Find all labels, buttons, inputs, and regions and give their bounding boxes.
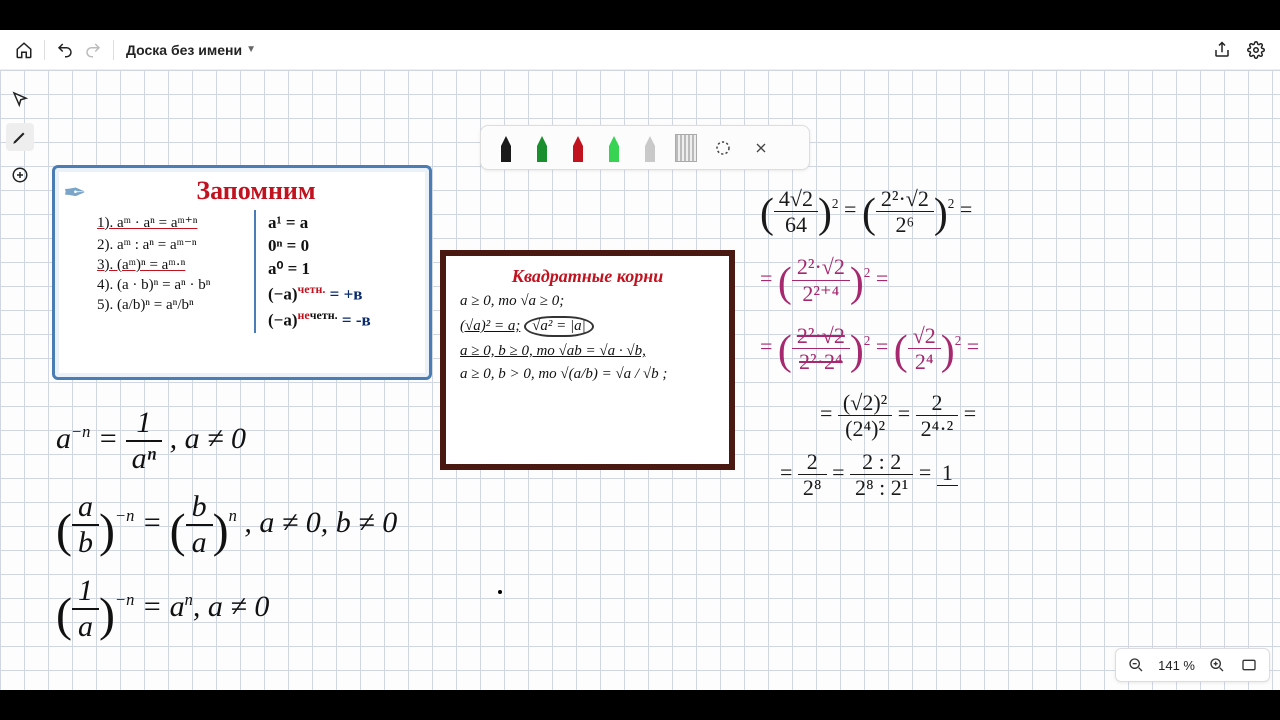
pen-highlighter[interactable] (603, 132, 625, 164)
gear-icon[interactable] (1242, 36, 1270, 64)
pen-green[interactable] (531, 132, 553, 164)
rule: a¹ = a (268, 213, 415, 233)
card-roots: Квадратные корни a ≥ 0, mo √a ≥ 0; (√a)²… (440, 250, 735, 470)
separator (113, 40, 114, 60)
hand-row: (4√264)2 = (2²·√22⁶)2 = (760, 185, 1190, 244)
chevron-down-icon[interactable]: ▼ (246, 44, 256, 55)
board-title[interactable]: Доска без имени (126, 42, 242, 58)
zapomnim-title: Запомним (97, 176, 415, 206)
rule: 4). (a · b)ⁿ = aⁿ · bⁿ (97, 277, 244, 294)
home-icon[interactable] (10, 36, 38, 64)
roots-line: a ≥ 0, b > 0, mo √(a/b) = √a / √b ; (460, 366, 715, 383)
pen-red[interactable] (567, 132, 589, 164)
zoom-percentage[interactable]: 141 % (1158, 658, 1195, 673)
pen-black[interactable] (495, 132, 517, 164)
roots-line: a ≥ 0, mo √a ≥ 0; (460, 293, 715, 310)
rule: 3). (aᵐ)ⁿ = aᵐ·ⁿ (97, 257, 244, 274)
lasso-icon[interactable] (711, 136, 735, 160)
stray-dot (498, 590, 502, 594)
formula-neg-exp: a−n = 1aⁿ , a ≠ 0 (56, 408, 397, 474)
handwritten-work: (4√264)2 = (2²·√22⁶)2 = = (2²·√22²⁺⁴)2 =… (760, 175, 1190, 509)
pen-tray (480, 125, 810, 170)
share-icon[interactable] (1208, 36, 1236, 64)
canvas[interactable]: ✒ Запомним 1). aᵐ · aⁿ = aᵐ⁺ⁿ 2). aᵐ : a… (0, 70, 1280, 690)
hand-row: = (2²·√22²⁺⁴)2 = (760, 254, 1190, 313)
add-tool-icon[interactable] (6, 161, 34, 189)
zoom-bar: 141 % (1115, 648, 1270, 682)
feather-icon: ✒ (63, 176, 86, 209)
pen-eraser[interactable] (639, 132, 661, 164)
zoom-in-icon[interactable] (1207, 655, 1227, 675)
rule: 1). aᵐ · aⁿ = aᵐ⁺ⁿ (97, 213, 244, 232)
rule: 2). aᵐ : aⁿ = aᵐ⁻ⁿ (97, 235, 244, 254)
separator (44, 40, 45, 60)
undo-icon[interactable] (51, 36, 79, 64)
app-window: Доска без имени ▼ (0, 30, 1280, 690)
rule: 0ⁿ = 0 (268, 236, 415, 256)
close-icon[interactable] (749, 136, 773, 160)
printed-formulas: a−n = 1aⁿ , a ≠ 0 (ab)−n = (ba)n , a ≠ 0… (56, 390, 397, 661)
ruler-tool-icon[interactable] (675, 134, 697, 162)
card-zapomnim: ✒ Запомним 1). aᵐ · aⁿ = aᵐ⁺ⁿ 2). aᵐ : a… (52, 165, 432, 380)
hand-row: = (2²·√22²·2⁴)2 = (√22⁴)2 = (760, 322, 1190, 381)
hand-row: = (√2)²(2⁴)² = 22⁴·² = (820, 391, 1190, 440)
rule: (−a)четн. = +в (268, 282, 415, 305)
formula-recip-neg-exp: (1a)−n = an, a ≠ 0 (56, 576, 397, 642)
rules-left-col: 1). aᵐ · aⁿ = aᵐ⁺ⁿ 2). aᵐ : aⁿ = aᵐ⁻ⁿ 3)… (97, 210, 244, 333)
letterbox-top (0, 0, 1280, 30)
topbar: Доска без имени ▼ (0, 30, 1280, 70)
pen-tool-icon[interactable] (6, 123, 34, 151)
fit-screen-icon[interactable] (1239, 655, 1259, 675)
rule: a⁰ = 1 (268, 259, 415, 279)
roots-line: a ≥ 0, b ≥ 0, mo √ab = √a · √b, (460, 343, 715, 360)
rules-grid: 1). aᵐ · aⁿ = aᵐ⁺ⁿ 2). aᵐ : aⁿ = aᵐ⁻ⁿ 3)… (97, 210, 415, 333)
roots-title: Квадратные корни (460, 266, 715, 287)
formula-frac-neg-exp: (ab)−n = (ba)n , a ≠ 0, b ≠ 0 (56, 492, 397, 558)
redo-icon[interactable] (79, 36, 107, 64)
zoom-out-icon[interactable] (1126, 655, 1146, 675)
rules-right-col: a¹ = a 0ⁿ = 0 a⁰ = 1 (−a)четн. = +в (−a)… (254, 210, 415, 333)
letterbox-bottom (0, 690, 1280, 720)
rule: (−a)нечетн. = -в (268, 308, 415, 331)
hand-row: = 22⁸ = 2 : 22⁸ : 2¹ = 1 (780, 450, 1190, 499)
rule: 5). (a/b)ⁿ = aⁿ/bⁿ (97, 297, 244, 314)
roots-line: (√a)² = a; √a² = |a| (460, 316, 715, 337)
left-toolstrip (6, 85, 36, 189)
pointer-tool-icon[interactable] (6, 85, 34, 113)
